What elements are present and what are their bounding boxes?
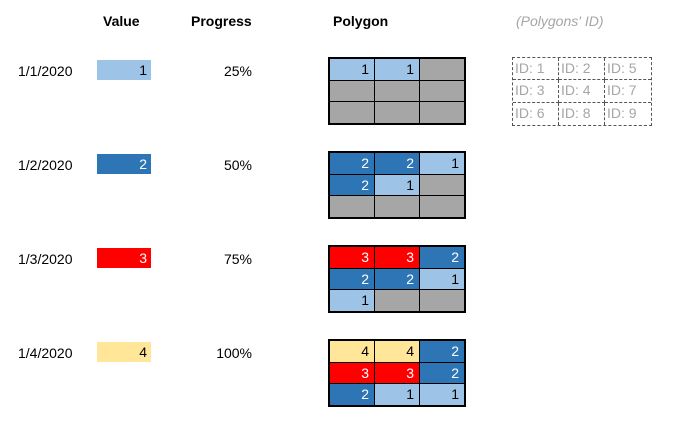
row-date: 1/4/2020: [18, 345, 73, 361]
row-date: 1/1/2020: [18, 63, 73, 79]
polygon-cell: 2: [420, 341, 464, 362]
polygon-cell: 1: [375, 59, 419, 80]
polygon-cell: [330, 196, 374, 217]
header-polygon: Polygon: [333, 13, 389, 29]
polygon-cell: [420, 102, 464, 123]
polygon-id-cell: ID: 3: [513, 80, 559, 103]
polygon-cell: 2: [330, 153, 374, 174]
progress-cell: 100%: [216, 345, 252, 361]
polygon-cell: 1: [420, 153, 464, 174]
polygon-cell: 2: [375, 268, 419, 290]
row-date: 1/3/2020: [18, 251, 73, 267]
polygon-cell: 4: [375, 341, 419, 362]
polygon-cell: [375, 80, 419, 102]
polygon-cell: [420, 290, 464, 311]
data-row: 1/2/2020 2 50% 2 2 1 2 1: [0, 151, 675, 219]
polygon-id-cell: ID: 9: [607, 104, 637, 121]
polygon-cell: [420, 80, 464, 102]
polygon-cell: [420, 174, 464, 196]
polygon-cell: 4: [330, 341, 374, 362]
polygon-cell: 3: [330, 247, 374, 268]
polygon-cell: [375, 290, 419, 311]
value-cell: 2: [97, 154, 151, 174]
polygon-cell: 3: [375, 362, 419, 384]
progress-cell: 25%: [223, 63, 252, 79]
polygon-cell: 2: [330, 268, 374, 290]
polygon-id-cell: ID: 2: [559, 58, 605, 81]
polygon-id-cell: ID: 5: [605, 58, 651, 81]
progress-cell: 50%: [223, 157, 252, 173]
polygon-cell: [420, 59, 464, 80]
polygon-id-cell: ID: 7: [605, 80, 651, 103]
value-cell: 3: [97, 248, 151, 268]
header-progress: Progress: [191, 13, 252, 29]
polygon-cell: 3: [330, 362, 374, 384]
polygon-cell: [330, 102, 374, 123]
polygon-cell: [330, 80, 374, 102]
value-cell: 1: [97, 60, 151, 80]
polygon-id-cell: ID: 4: [559, 80, 605, 103]
value-cell: 4: [97, 342, 151, 362]
polygon-id-cell: ID: 6: [513, 102, 559, 125]
polygon-id-cell: ID: 1: [513, 58, 559, 81]
polygon-cell: 1: [420, 268, 464, 290]
polygon-cell: 1: [375, 174, 419, 196]
polygon-cell: 2: [330, 384, 374, 405]
data-row: 1/4/2020 4 100% 4 4 2 3 3 2 2 1 1: [0, 339, 675, 407]
progress-cell: 75%: [223, 251, 252, 267]
data-row: 1/3/2020 3 75% 3 3 2 2 2 1 1: [0, 245, 675, 313]
data-row: 1/1/2020 1 25% 1 1: [0, 57, 675, 125]
polygon-cell: 1: [375, 384, 419, 405]
polygon-cell: 1: [420, 384, 464, 405]
polygon-cell: 3: [375, 247, 419, 268]
polygon-cell: [420, 196, 464, 217]
header-polygon-ids: (Polygons' ID): [516, 13, 604, 29]
polygon-cell: 2: [375, 153, 419, 174]
polygon-cell: 1: [330, 59, 374, 80]
row-date: 1/2/2020: [18, 157, 73, 173]
polygon-cell: 2: [330, 174, 374, 196]
polygon-cell: [375, 196, 419, 217]
polygon-cell: 2: [420, 247, 464, 268]
polygon-cell: 2: [420, 362, 464, 384]
polygon-cell: 1: [330, 290, 374, 311]
header-value: Value: [103, 13, 140, 29]
polygon-id-cell: ID: 8: [559, 102, 605, 125]
polygon-id-legend: ID: 1 ID: 2 ID: 5 ID: 3 ID: 4 ID: 7 ID: 6 ID: 8…: [512, 57, 652, 126]
polygon-cell: [375, 102, 419, 123]
